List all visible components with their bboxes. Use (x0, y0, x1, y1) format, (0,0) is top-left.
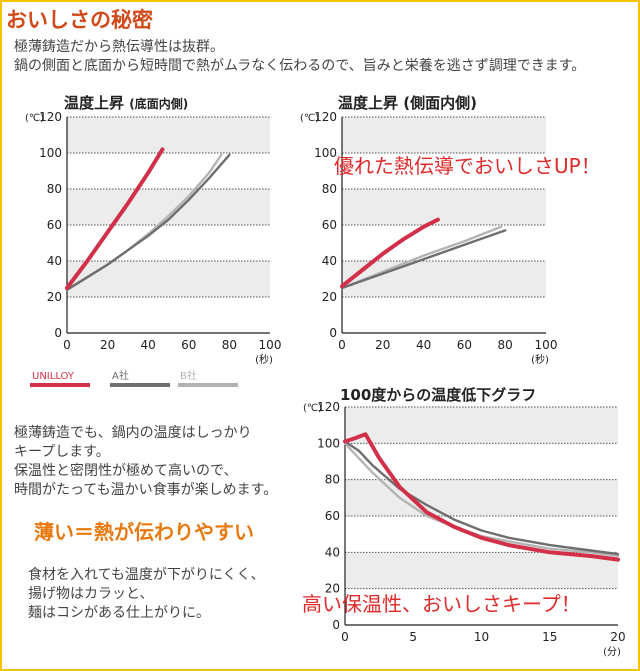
text-line: 揚げ物はカラッと、 (28, 586, 154, 602)
chart1-y-tick-label: 60 (47, 218, 62, 232)
text-para2: 食材を入れても温度が下がりにくく、 揚げ物はカラッと、 麺はコシがある仕上がりに… (28, 566, 265, 623)
legend-label: UNILLOY (32, 371, 75, 382)
chart3-x-unit: (分) (603, 646, 621, 658)
chart2-band (342, 117, 546, 153)
chart2-band (342, 261, 546, 297)
chart2-title-main: 温度上昇 (338, 94, 399, 112)
text-line: キープします。 (14, 444, 110, 460)
chart2-x-tick-label: 100 (535, 338, 558, 352)
chart2-x-unit: (秒) (531, 353, 549, 366)
chart3-y-tick-label: 40 (325, 545, 340, 559)
chart2-series-line (340, 217, 440, 289)
legend-label: A社 (112, 369, 129, 382)
intro-line: 鍋の側面と底面から短時間で熱がムラなく伝わるので、旨みと栄養を逃さず調理できます… (14, 58, 586, 74)
chart3-series-line (343, 440, 620, 556)
chart1-y-tick-label: 80 (47, 182, 62, 196)
chart1-band (67, 117, 270, 153)
chart1-series-line (65, 153, 231, 291)
chart1-y-tick-label: 40 (47, 254, 62, 268)
chart1-y-tick-label: 0 (54, 326, 62, 340)
chart2-subtitle: (側面内側) (403, 94, 477, 112)
chart2-y-tick-label: 60 (322, 218, 337, 232)
chart3-y-tick-label: 120 (317, 400, 340, 414)
intro-text: 極薄鋳造だから熱伝導性は抜群。 鍋の側面と底面から短時間で熱がムラなく伝わるので… (14, 38, 585, 76)
chart3-x-tick-label: 0 (341, 630, 349, 644)
chart2-y-tick-label: 100 (314, 146, 337, 160)
text-line: 極薄鋳造でも、鍋内の温度はしっかり (14, 425, 252, 441)
chart2-x-tick-label: 20 (375, 338, 390, 352)
chart1-x-tick-label: 100 (259, 338, 282, 352)
chart2-title: 温度上昇 (側面内側) (338, 92, 477, 113)
chart3-x-tick-label: 15 (542, 630, 557, 644)
chart3-y-unit: (℃) (303, 403, 322, 414)
chart2-y-tick-label: 80 (322, 182, 337, 196)
chart1-x-tick-label: 0 (63, 338, 71, 352)
legend-label: B社 (180, 369, 197, 382)
chart2-y-tick-label: 120 (314, 110, 337, 124)
chart3-band (345, 552, 618, 589)
chart1-x-tick-label: 60 (181, 338, 196, 352)
chart3-y-tick-label: 60 (325, 509, 340, 523)
chart2-y-tick-label: 0 (329, 326, 337, 340)
chart1-x-unit: (秒) (255, 353, 273, 366)
chart2-annotation: 優れた熱伝導でおいしさUP！ (334, 154, 601, 178)
page-title: おいしさの秘密 (6, 8, 153, 32)
chart3-title: 100度からの温度低下グラフ (340, 386, 537, 404)
chart1-title: 温度上昇 (底面内側) (64, 92, 188, 113)
chart1-band (67, 261, 270, 297)
text-line: 食材を入れても温度が下がりにくく、 (28, 567, 265, 583)
chart2-x-tick-label: 0 (338, 338, 346, 352)
chart1-title-main: 温度上昇 (64, 94, 125, 112)
text-para1: 極薄鋳造でも、鍋内の温度はしっかり キープします。 保温性と密閉性が極めて高いの… (14, 424, 277, 500)
chart3-x-tick-label: 10 (474, 630, 489, 644)
chart2-x-tick-label: 80 (498, 338, 513, 352)
chart2-series-line (340, 229, 507, 290)
chart3-y-tick-label: 0 (332, 618, 340, 632)
chart2-x-tick-label: 60 (457, 338, 472, 352)
intro-line: 極薄鋳造だから熱伝導性は抜群。 (14, 39, 224, 55)
chart2-y-unit: (℃) (300, 113, 319, 124)
chart2-y-tick-label: 20 (322, 290, 337, 304)
chart1-x-tick-label: 40 (141, 338, 156, 352)
chart1-series-line (65, 147, 165, 290)
chart1-x-tick-label: 80 (222, 338, 237, 352)
chart2-x-tick-label: 40 (416, 338, 431, 352)
chart1-y-tick-label: 100 (39, 146, 62, 160)
chart1-x-tick-label: 20 (100, 338, 115, 352)
chart1-y-tick-label: 20 (47, 290, 62, 304)
chart2-y-tick-label: 40 (322, 254, 337, 268)
chart2-band (342, 189, 546, 225)
text-line: 保温性と密閉性が極めて高いので、 (14, 463, 238, 479)
chart3-y-tick-label: 100 (317, 436, 340, 450)
highlight-text: 薄い＝熱が伝わりやすい (34, 520, 254, 544)
chart3-band (345, 479, 618, 516)
chart1-y-tick-label: 120 (39, 110, 62, 124)
chart3-band (345, 407, 618, 444)
text-line: 時間がたっても温かい食事が楽しめます。 (14, 482, 278, 498)
chart3-series-line (343, 432, 620, 562)
chart3-annotation: 高い保温性、おいしさキープ！ (302, 592, 581, 616)
chart3-x-tick-label: 20 (610, 630, 625, 644)
text-line: 麺はコシがある仕上がりに。 (28, 605, 210, 621)
chart3-x-tick-label: 5 (409, 630, 417, 644)
chart3-y-tick-label: 20 (325, 582, 340, 596)
chart1-y-unit: (℃) (25, 113, 44, 124)
chart1-subtitle: (底面内側) (129, 97, 189, 111)
chart3-y-tick-label: 80 (325, 473, 340, 487)
